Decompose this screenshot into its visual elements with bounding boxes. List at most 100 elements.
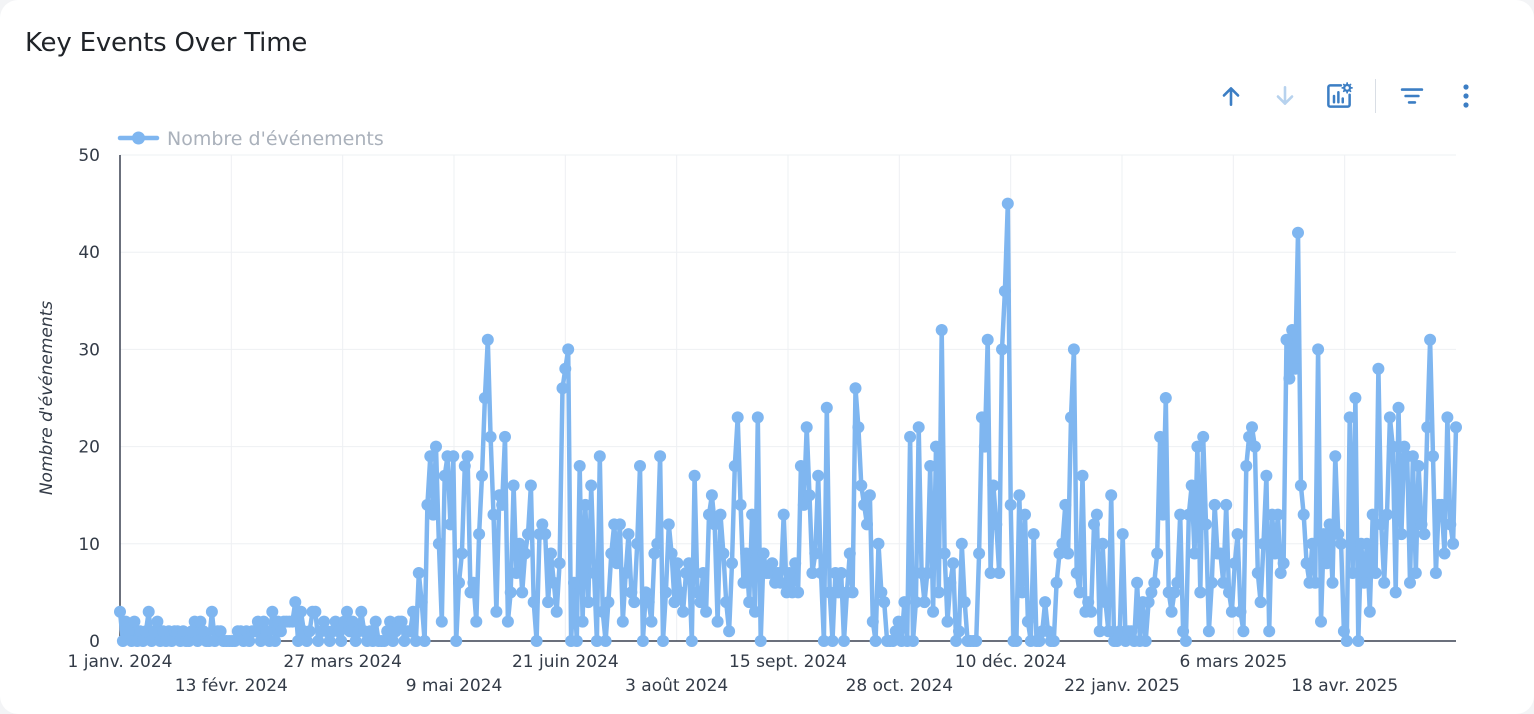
data-point bbox=[473, 528, 486, 541]
data-point bbox=[562, 343, 575, 356]
data-point bbox=[300, 635, 313, 647]
data-point bbox=[435, 615, 448, 628]
data-point bbox=[395, 615, 408, 628]
data-point bbox=[639, 586, 652, 599]
chart-series bbox=[114, 197, 1462, 647]
data-point bbox=[938, 547, 951, 560]
chart-toolbar bbox=[1195, 78, 1484, 114]
data-point bbox=[1395, 528, 1408, 541]
data-point bbox=[1349, 392, 1362, 404]
data-point bbox=[208, 635, 221, 647]
data-point bbox=[1059, 498, 1072, 511]
data-point bbox=[700, 605, 713, 618]
x-tick-label: 15 sept. 2024 bbox=[729, 652, 847, 672]
data-point bbox=[1427, 450, 1439, 463]
data-point bbox=[662, 518, 675, 531]
data-point bbox=[1418, 528, 1431, 541]
data-point bbox=[958, 596, 971, 609]
data-point bbox=[1438, 547, 1451, 560]
data-point bbox=[338, 615, 351, 628]
data-point bbox=[412, 567, 425, 579]
data-point bbox=[556, 382, 569, 395]
data-point bbox=[490, 605, 503, 618]
data-point bbox=[1085, 605, 1098, 618]
data-point bbox=[599, 635, 612, 647]
data-point bbox=[613, 518, 626, 531]
data-point bbox=[654, 450, 667, 463]
data-point bbox=[318, 615, 330, 628]
data-point bbox=[542, 596, 555, 609]
data-point bbox=[516, 586, 529, 599]
data-point bbox=[912, 421, 925, 434]
chart-legend[interactable]: Nombre d'événements bbox=[117, 128, 384, 150]
data-point bbox=[789, 557, 802, 570]
data-point bbox=[1243, 430, 1256, 443]
data-point bbox=[737, 576, 750, 589]
data-point bbox=[1421, 421, 1434, 434]
data-point bbox=[935, 324, 948, 336]
data-point bbox=[1409, 567, 1422, 579]
data-point bbox=[944, 576, 957, 589]
data-point bbox=[1286, 324, 1299, 336]
data-point bbox=[1415, 518, 1428, 531]
data-point bbox=[605, 547, 618, 560]
data-point bbox=[139, 625, 152, 638]
data-point bbox=[975, 411, 988, 424]
data-point bbox=[1067, 343, 1080, 356]
data-point bbox=[1383, 411, 1396, 424]
data-point bbox=[685, 635, 698, 647]
data-point bbox=[447, 450, 460, 463]
data-point bbox=[582, 596, 595, 609]
data-point bbox=[274, 625, 287, 638]
data-point bbox=[1326, 576, 1339, 589]
data-point bbox=[973, 547, 986, 560]
data-point bbox=[386, 635, 399, 647]
data-point bbox=[1297, 508, 1310, 521]
chart-settings-button[interactable] bbox=[1321, 78, 1357, 114]
data-point bbox=[636, 635, 649, 647]
data-point bbox=[932, 586, 945, 599]
data-point bbox=[329, 615, 342, 628]
filter-button[interactable] bbox=[1394, 78, 1430, 114]
sort-ascending-button[interactable] bbox=[1213, 78, 1249, 114]
data-point bbox=[651, 537, 664, 550]
data-point bbox=[731, 411, 744, 424]
data-point bbox=[970, 635, 983, 647]
data-point bbox=[616, 615, 629, 628]
data-point bbox=[585, 479, 598, 492]
data-point bbox=[444, 518, 457, 531]
data-point bbox=[1220, 498, 1233, 511]
data-point bbox=[1412, 460, 1425, 472]
data-point bbox=[1386, 440, 1399, 453]
y-axis-label: Nombre d'événements bbox=[37, 301, 57, 495]
data-point bbox=[1294, 479, 1307, 492]
data-point bbox=[800, 421, 813, 434]
data-point bbox=[611, 557, 623, 570]
data-point bbox=[286, 615, 299, 628]
data-point bbox=[593, 450, 606, 463]
data-point bbox=[1065, 411, 1077, 424]
more-options-button[interactable] bbox=[1448, 78, 1484, 114]
data-point bbox=[1292, 226, 1304, 239]
data-point bbox=[1113, 625, 1126, 638]
data-point bbox=[1156, 508, 1169, 521]
data-point bbox=[1001, 197, 1014, 210]
sort-descending-button[interactable] bbox=[1267, 78, 1303, 114]
data-point bbox=[927, 605, 940, 618]
data-point bbox=[349, 635, 362, 647]
data-point bbox=[381, 625, 394, 638]
data-point bbox=[1269, 547, 1281, 560]
data-point bbox=[677, 605, 690, 618]
data-point bbox=[1139, 635, 1152, 647]
data-point bbox=[588, 567, 601, 579]
data-point bbox=[757, 547, 770, 560]
data-point bbox=[657, 635, 669, 647]
data-point bbox=[527, 596, 540, 609]
data-point bbox=[886, 635, 899, 647]
data-point bbox=[116, 635, 129, 647]
data-point bbox=[688, 469, 701, 482]
data-point bbox=[734, 498, 747, 511]
data-point bbox=[1205, 576, 1218, 589]
data-point bbox=[797, 498, 810, 511]
